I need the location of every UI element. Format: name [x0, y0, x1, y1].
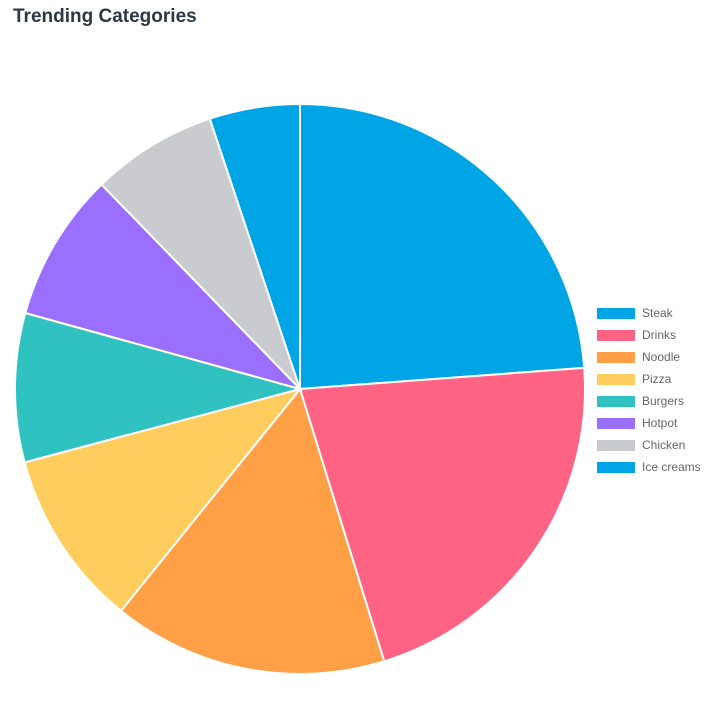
legend-label: Pizza: [642, 372, 672, 386]
legend-item-burgers[interactable]: Burgers: [597, 390, 701, 412]
legend-label: Drinks: [642, 328, 677, 342]
legend-swatch: [597, 329, 635, 341]
pie-slice-hotpot[interactable]: [24, 183, 304, 391]
pie-slice-steak[interactable]: [299, 102, 586, 391]
legend-label: Noodle: [642, 350, 681, 364]
legend-swatch: [597, 395, 635, 407]
legend-swatch: [597, 307, 635, 319]
pie-slice-noodle[interactable]: [119, 386, 386, 675]
legend-swatch: [597, 461, 635, 473]
pie-slice-chicken[interactable]: [100, 117, 301, 390]
legend-item-hotpot[interactable]: Hotpot: [597, 412, 701, 434]
legend-item-pizza[interactable]: Pizza: [597, 368, 701, 390]
pie-slice-drinks[interactable]: [298, 366, 586, 663]
legend-label: Burgers: [642, 394, 685, 408]
legend-label: Ice creams: [642, 460, 701, 474]
legend-item-ice-creams[interactable]: Ice creams: [597, 456, 701, 478]
legend-swatch: [597, 417, 635, 429]
chart-legend: Steak Drinks Noodle Pizza Burgers Hotpot Chick…: [597, 302, 701, 478]
legend-label: Steak: [642, 306, 673, 320]
legend-item-drinks[interactable]: Drinks: [597, 324, 701, 346]
chart-title: Trending Categories: [13, 6, 197, 27]
legend-swatch: [597, 351, 635, 363]
legend-item-steak[interactable]: Steak: [597, 302, 701, 324]
pie-slice-burgers[interactable]: [14, 311, 304, 464]
legend-swatch: [597, 373, 635, 385]
legend-item-noodle[interactable]: Noodle: [597, 346, 701, 368]
legend-label: Hotpot: [642, 416, 678, 430]
legend-item-chicken[interactable]: Chicken: [597, 434, 701, 456]
legend-label: Chicken: [642, 438, 686, 452]
pie-slice-ice-creams[interactable]: [208, 102, 301, 390]
legend-swatch: [597, 439, 635, 451]
